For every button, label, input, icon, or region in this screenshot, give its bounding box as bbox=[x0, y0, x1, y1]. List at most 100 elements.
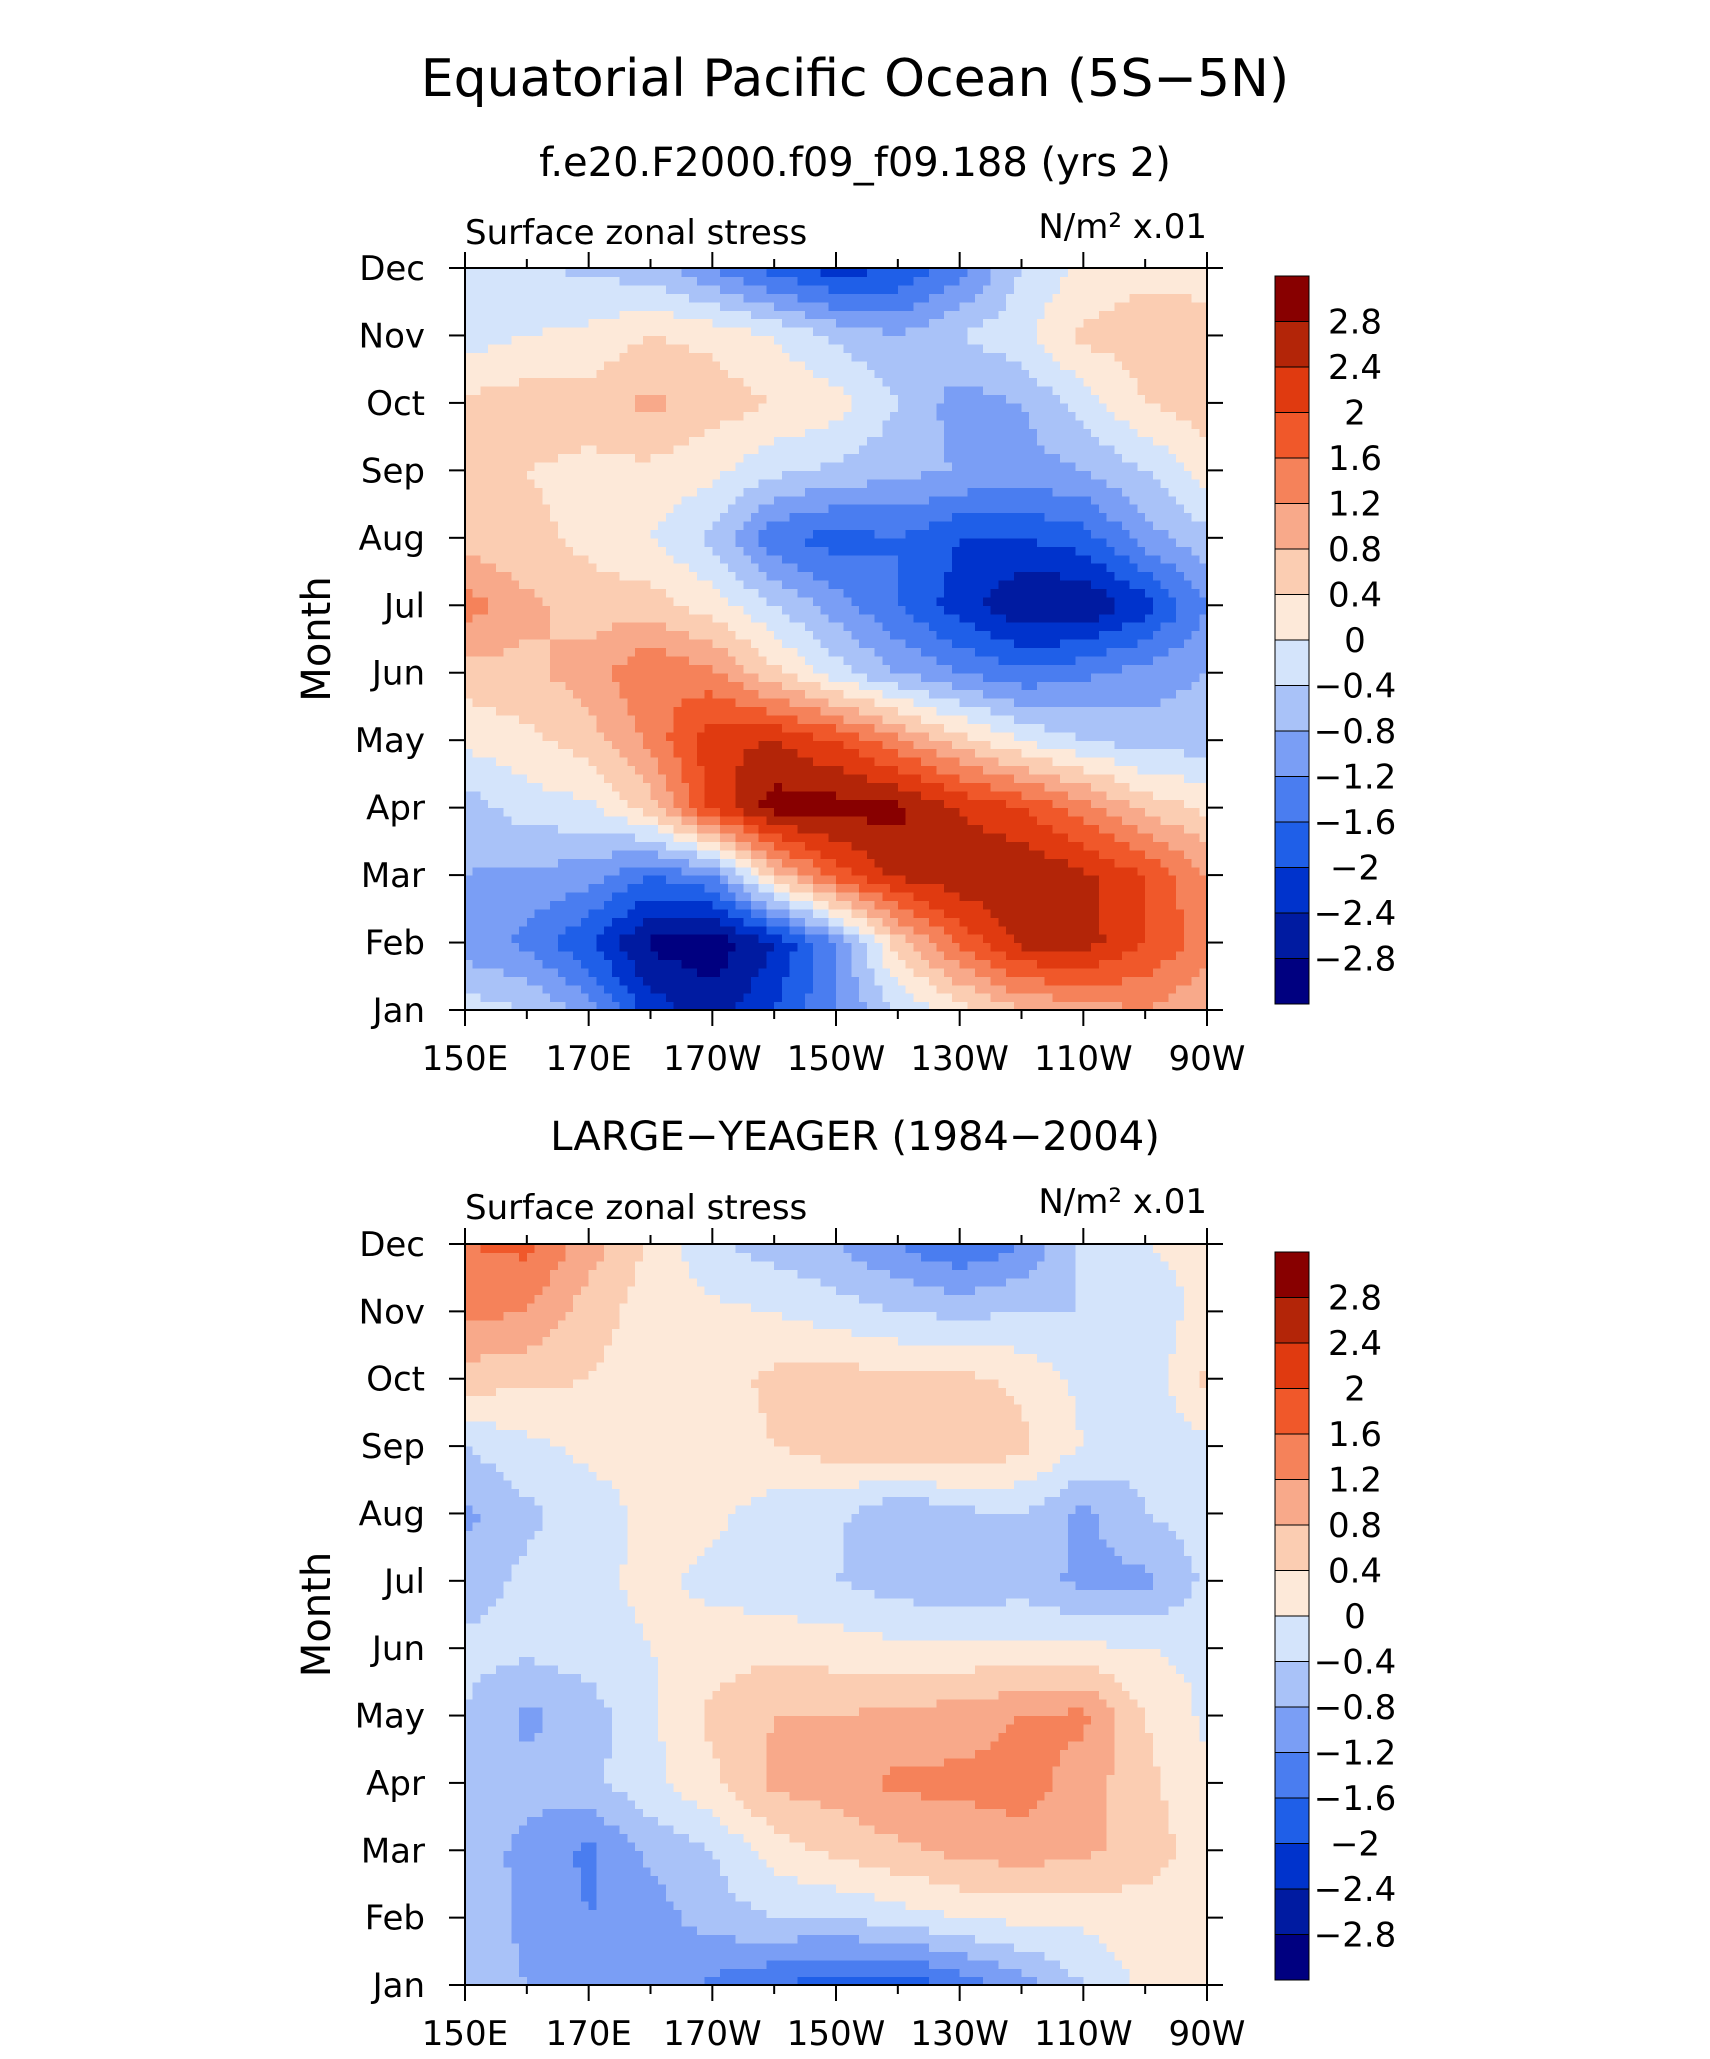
y-axis-label: Month bbox=[294, 576, 340, 701]
chart-panel-2: LARGE−YEAGER (1984−2004) Surface zonal st… bbox=[294, 1114, 1396, 2054]
contour-field bbox=[465, 1244, 1208, 1986]
y-tick-label: Jan bbox=[371, 991, 425, 1031]
colorbar-swatch bbox=[1274, 1524, 1310, 1571]
colorbar-label: −0.8 bbox=[1314, 1688, 1397, 1728]
y-tick-label: May bbox=[355, 721, 425, 761]
colorbar-swatch bbox=[1274, 1888, 1310, 1935]
colorbar-swatch bbox=[1274, 867, 1310, 914]
colorbar-label: 0 bbox=[1344, 621, 1366, 661]
colorbar-swatch bbox=[1274, 1752, 1310, 1799]
colorbar-label: 0.4 bbox=[1328, 1552, 1382, 1592]
colorbar-swatch bbox=[1274, 1570, 1310, 1617]
y-tick-label: Apr bbox=[366, 1764, 425, 1804]
colorbar-label: 2 bbox=[1344, 1370, 1366, 1410]
colorbar-label: −2 bbox=[1330, 849, 1380, 889]
colorbar-swatch bbox=[1274, 1615, 1310, 1662]
colorbar-label: 0 bbox=[1344, 1597, 1366, 1637]
colorbar-swatch bbox=[1274, 958, 1310, 1005]
y-tick-label: Dec bbox=[359, 249, 425, 289]
y-tick-label: Dec bbox=[359, 1225, 425, 1265]
colorbar-swatch bbox=[1274, 321, 1310, 368]
colorbar-swatch bbox=[1274, 275, 1310, 322]
y-tick-label: Jun bbox=[370, 654, 425, 694]
colorbar-label: −2.4 bbox=[1314, 1870, 1397, 1910]
colorbar-label: 0.8 bbox=[1328, 1506, 1382, 1546]
y-tick-label: Sep bbox=[361, 1427, 425, 1467]
colorbar-swatch bbox=[1274, 821, 1310, 868]
figure-title: Equatorial Pacific Ocean (5S−5N) bbox=[421, 49, 1289, 109]
colorbar-label: −1.6 bbox=[1314, 803, 1397, 843]
colorbar: 2.8 2.4 2 1.6 1.2 0.8 0.4 0 −0.4 −0.8 −1.2 −1.6 −2 −2… bbox=[1274, 1251, 1397, 1981]
colorbar-label: 2.4 bbox=[1328, 348, 1382, 388]
colorbar-swatch bbox=[1274, 548, 1310, 595]
colorbar-swatch bbox=[1274, 1342, 1310, 1389]
y-tick-label: Sep bbox=[361, 451, 425, 491]
chart-panel-1: f.e20.F2000.f09_f09.188 (yrs 2) Surface z… bbox=[294, 140, 1396, 1079]
colorbar-label: 2.4 bbox=[1328, 1324, 1382, 1364]
chart-title: LARGE−YEAGER (1984−2004) bbox=[550, 1114, 1160, 1160]
colorbar-swatch bbox=[1274, 1251, 1310, 1298]
colorbar-label: −1.2 bbox=[1314, 1734, 1397, 1774]
y-tick-label: Aug bbox=[359, 1494, 425, 1534]
x-tick-label: 170W bbox=[663, 1039, 762, 1079]
x-tick-label: 90W bbox=[1169, 1039, 1246, 1079]
colorbar-swatch bbox=[1274, 730, 1310, 777]
x-tick-label: 110W bbox=[1034, 2014, 1133, 2054]
colorbar-label: −2.8 bbox=[1314, 1916, 1397, 1956]
colorbar-label: 1.2 bbox=[1328, 485, 1382, 525]
variable-label: Surface zonal stress bbox=[465, 213, 807, 253]
x-tick-label: 130W bbox=[910, 1039, 1009, 1079]
x-tick-label: 110W bbox=[1034, 1039, 1133, 1079]
colorbar-swatch bbox=[1274, 1797, 1310, 1844]
y-axis-label: Month bbox=[294, 1552, 340, 1677]
y-tick-label: Jul bbox=[382, 586, 425, 626]
contour-field bbox=[465, 268, 1208, 1011]
colorbar-label: −0.4 bbox=[1314, 667, 1397, 707]
y-tick-label: Oct bbox=[366, 384, 425, 424]
y-tick-label: Aug bbox=[359, 519, 425, 559]
colorbar-swatch bbox=[1274, 1433, 1310, 1480]
y-tick-label: Nov bbox=[359, 1292, 425, 1332]
x-tick-label: 150W bbox=[787, 2014, 886, 2054]
colorbar-label: −0.8 bbox=[1314, 712, 1397, 752]
colorbar-swatch bbox=[1274, 503, 1310, 550]
colorbar-swatch bbox=[1274, 457, 1310, 504]
colorbar-swatch bbox=[1274, 1661, 1310, 1708]
colorbar-label: −0.4 bbox=[1314, 1643, 1397, 1683]
y-tick-label: May bbox=[355, 1697, 425, 1737]
colorbar-label: 0.4 bbox=[1328, 576, 1382, 616]
units-label: N/m² x.01 bbox=[1038, 1182, 1207, 1222]
colorbar-label: 1.6 bbox=[1328, 1415, 1382, 1455]
colorbar-swatch bbox=[1274, 1479, 1310, 1526]
colorbar-swatch bbox=[1274, 366, 1310, 413]
y-tick-label: Mar bbox=[361, 1831, 425, 1871]
x-tick-label: 90W bbox=[1169, 2014, 1246, 2054]
y-tick-label: Oct bbox=[366, 1360, 425, 1400]
colorbar-swatch bbox=[1274, 639, 1310, 686]
y-tick-label: Jun bbox=[370, 1629, 425, 1669]
x-tick-label: 130W bbox=[910, 2014, 1009, 2054]
y-tick-label: Jul bbox=[382, 1562, 425, 1602]
colorbar-swatch bbox=[1274, 1388, 1310, 1435]
colorbar-swatch bbox=[1274, 685, 1310, 732]
y-tick-label: Apr bbox=[366, 789, 425, 829]
chart-title: f.e20.F2000.f09_f09.188 (yrs 2) bbox=[539, 140, 1171, 186]
colorbar-label: 2.8 bbox=[1328, 303, 1382, 343]
x-tick-label: 150W bbox=[787, 1039, 886, 1079]
colorbar-swatch bbox=[1274, 594, 1310, 641]
y-tick-label: Feb bbox=[365, 924, 425, 964]
x-tick-label: 150E bbox=[422, 2014, 508, 2054]
x-tick-label: 170E bbox=[545, 2014, 631, 2054]
units-label: N/m² x.01 bbox=[1038, 207, 1207, 247]
variable-label: Surface zonal stress bbox=[465, 1188, 807, 1228]
colorbar-label: 1.2 bbox=[1328, 1461, 1382, 1501]
x-tick-label: 170E bbox=[545, 1039, 631, 1079]
colorbar-swatch bbox=[1274, 776, 1310, 823]
colorbar-swatch bbox=[1274, 1706, 1310, 1753]
colorbar-label: 0.8 bbox=[1328, 530, 1382, 570]
x-tick-label: 150E bbox=[422, 1039, 508, 1079]
colorbar-label: 2 bbox=[1344, 394, 1366, 434]
y-tick-label: Jan bbox=[371, 1966, 425, 2006]
colorbar-swatch bbox=[1274, 1297, 1310, 1344]
